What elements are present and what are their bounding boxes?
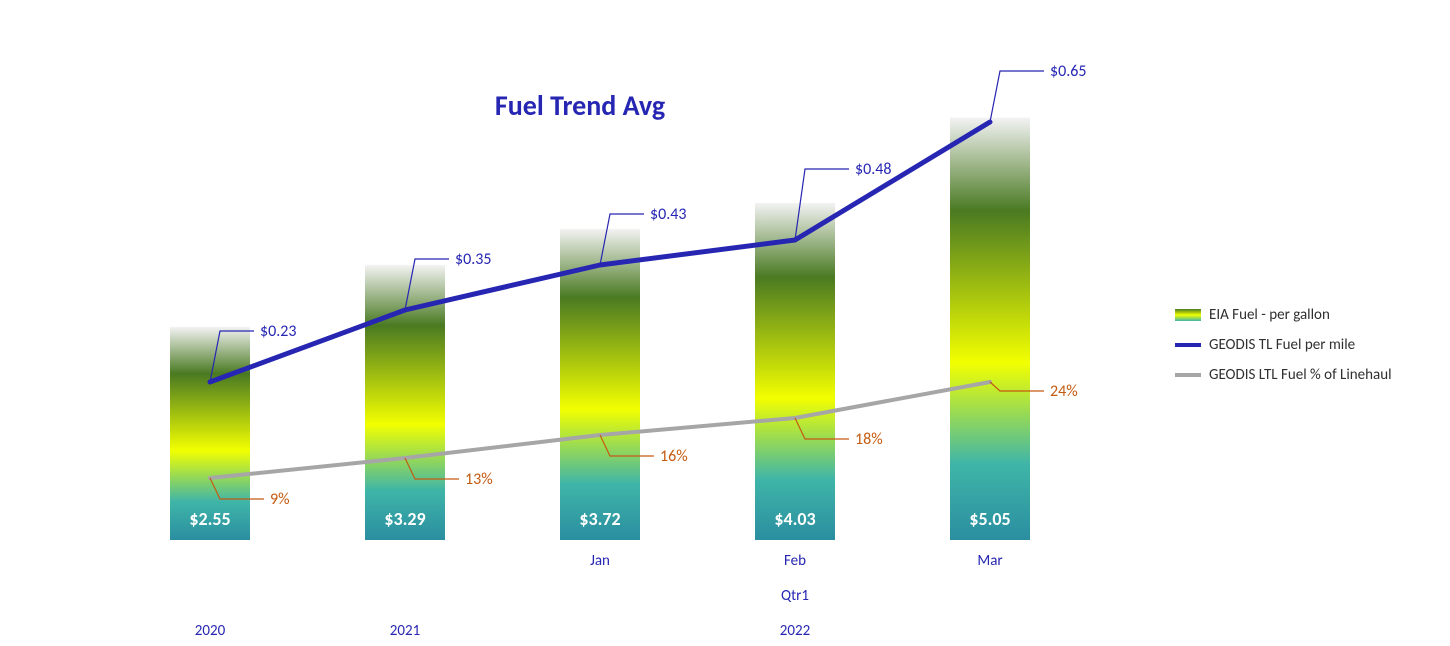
bar-value-label: $5.05 — [950, 508, 1030, 530]
legend-label: GEODIS LTL Fuel % of Linehaul — [1209, 366, 1392, 384]
category-label: Mar — [950, 552, 1030, 570]
data-label: 9% — [270, 490, 290, 509]
legend-label: EIA Fuel - per gallon — [1209, 306, 1330, 324]
plot-area: $2.55 $3.29 $3.72 $4.03 $5.05 $0.23 $0.35 $0.43… — [130, 80, 1030, 540]
legend-item: GEODIS TL Fuel per mile — [1175, 336, 1435, 354]
data-label: 18% — [855, 430, 883, 449]
category-label: Qtr1 — [755, 587, 835, 605]
category-label: 2020 — [170, 622, 250, 640]
chart-lines — [130, 80, 1030, 540]
data-label: 24% — [1050, 382, 1078, 401]
data-label: $0.65 — [1050, 62, 1086, 81]
data-label: $0.23 — [260, 322, 296, 341]
legend: EIA Fuel - per gallon GEODIS TL Fuel per … — [1175, 306, 1435, 396]
data-label: 13% — [465, 470, 493, 489]
bar-value-label: $3.72 — [560, 508, 640, 530]
legend-label: GEODIS TL Fuel per mile — [1209, 336, 1355, 354]
data-label: $0.48 — [855, 160, 891, 179]
data-label: $0.43 — [650, 205, 686, 224]
category-label: Jan — [560, 552, 640, 570]
bar-value-label: $4.03 — [755, 508, 835, 530]
bar-value-label: $2.55 — [170, 508, 250, 530]
data-label: 16% — [660, 447, 688, 466]
fuel-trend-chart: Fuel Trend Avg $2.55$3.29$3.72$4.03$5.05… — [0, 0, 1450, 646]
legend-swatch — [1175, 309, 1201, 321]
legend-swatch — [1175, 343, 1201, 347]
legend-item: EIA Fuel - per gallon — [1175, 306, 1435, 324]
legend-item: GEODIS LTL Fuel % of Linehaul — [1175, 366, 1435, 384]
category-label: Feb — [755, 552, 835, 570]
data-label: $0.35 — [455, 250, 491, 269]
category-label: 2022 — [755, 622, 835, 640]
category-label: 2021 — [365, 622, 445, 640]
legend-swatch — [1175, 373, 1201, 377]
bar-value-label: $3.29 — [365, 508, 445, 530]
